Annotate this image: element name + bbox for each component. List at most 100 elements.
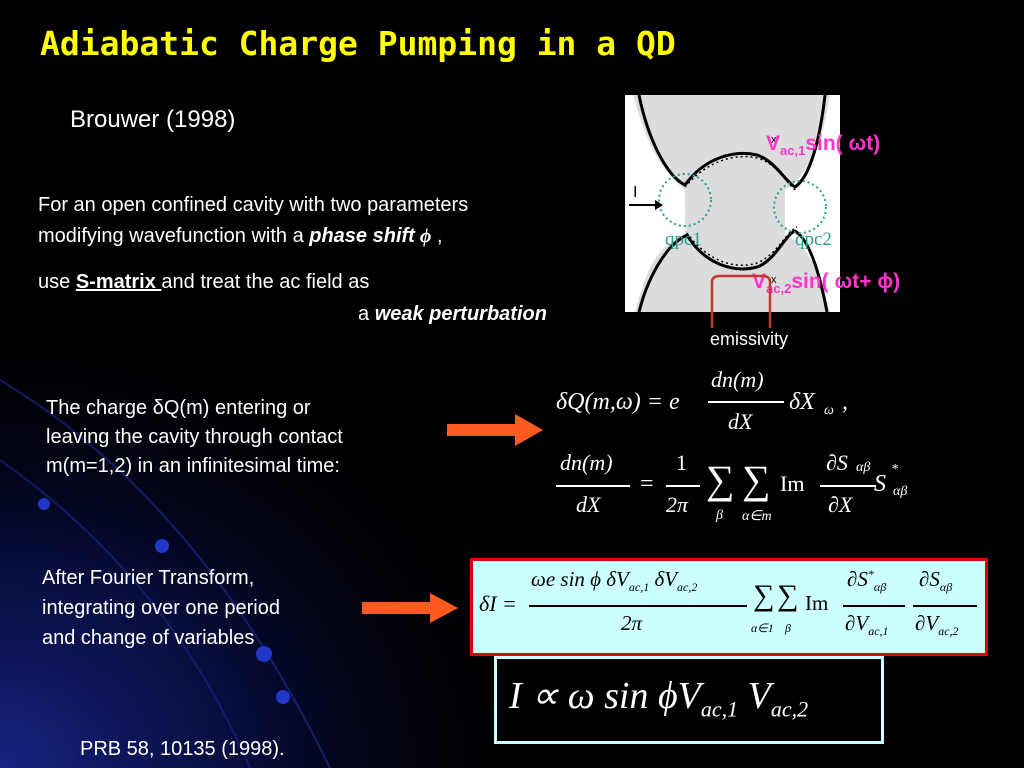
charge-text-line-2: leaving the cavity through contact bbox=[46, 426, 343, 448]
fourier-text-line-1: After Fourier Transform, bbox=[42, 567, 255, 589]
eq3-num-sub1: ac,1 bbox=[628, 580, 650, 595]
charge-text-line-3: m(m=1,2) in an infinitesimal time: bbox=[46, 455, 340, 477]
eq4-main: I ∝ ω sin ϕV bbox=[509, 675, 701, 717]
eq3-p1-num-text: ∂S bbox=[847, 567, 868, 591]
eq2-const-den: 2π bbox=[666, 492, 689, 517]
eq4-v2: V bbox=[738, 675, 771, 717]
eq3-num-sub2: ac,2 bbox=[677, 580, 698, 595]
phase-shift-text: phase shift bbox=[309, 225, 415, 247]
eq1-comma: , bbox=[842, 389, 848, 415]
eq2-denominator: dX bbox=[576, 492, 601, 517]
current-label: I bbox=[633, 184, 637, 201]
eq2-equals: = bbox=[640, 471, 654, 497]
fourier-text-line-3: and change of variables bbox=[42, 627, 255, 649]
reference: PRB 58, 10135 (1998). bbox=[80, 738, 285, 760]
intro-line-2-prefix: modifying wavefunction with a bbox=[38, 225, 310, 247]
deco-dot bbox=[38, 498, 50, 510]
emissivity-bracket bbox=[710, 274, 772, 328]
weak-perturbation-text: weak perturbation bbox=[374, 303, 547, 325]
eq1-delta-x: δX bbox=[789, 389, 815, 415]
intro-line-3-prefix: use bbox=[38, 271, 76, 293]
upper-wall bbox=[637, 95, 827, 189]
eq3-p1-den-text: ∂V bbox=[845, 611, 869, 635]
eq4-formula: I ∝ ω sin ϕVac,1 Vac,2 bbox=[509, 673, 808, 723]
arrow-to-equation-1 bbox=[447, 414, 543, 446]
qpc1-label: qpc1 bbox=[665, 229, 702, 250]
intro-line-3: use S-matrix and treat the ac field as bbox=[38, 267, 369, 298]
equation-1: δQ(m,ω) = e dn(m) dX δX ω , bbox=[556, 367, 856, 441]
eq2-partial-den: ∂X bbox=[828, 492, 853, 517]
equation-3-box: δI = ωe sin ϕ δVac,1 δVac,2 2π ∑ α∈1 ∑ β… bbox=[470, 558, 988, 656]
slide-title: Adiabatic Charge Pumping in a QD bbox=[40, 24, 676, 63]
eq4-sub2: ac,2 bbox=[770, 696, 809, 722]
eq3-lhs: δI = bbox=[479, 591, 517, 616]
fourier-text-line-2: integrating over one period bbox=[42, 597, 280, 619]
eq3-sum-1-sub: α∈1 bbox=[751, 621, 774, 635]
eq2-s: S bbox=[874, 471, 886, 497]
eq3-p2-num-text: ∂S bbox=[919, 567, 940, 591]
equation-4-box: I ∝ ω sin ϕVac,1 Vac,2 bbox=[494, 656, 884, 744]
gate1-x-mark: x bbox=[771, 134, 777, 146]
eq3-num-text: ωe sin ϕ δV bbox=[531, 567, 629, 591]
charge-text-line-1: The charge δQ(m) entering or bbox=[46, 397, 311, 419]
deco-dot bbox=[256, 646, 272, 662]
eq3-p1-numerator: ∂S*αβ bbox=[847, 567, 886, 595]
vac1-v: V bbox=[766, 132, 781, 155]
eq1-lhs: δQ(m,ω) = e bbox=[556, 389, 680, 415]
intro-line-3-suffix: and treat the ac field as bbox=[161, 271, 370, 293]
eq3-p2-denominator: ∂Vac,2 bbox=[915, 611, 959, 639]
phi-symbol: ϕ bbox=[419, 225, 432, 247]
blue-glow bbox=[0, 300, 560, 768]
eq2-s-sub: αβ bbox=[893, 484, 908, 499]
intro-line-4-prefix: a bbox=[358, 303, 375, 325]
eq1-numerator: dn(m) bbox=[711, 367, 764, 392]
vac1-sub: ac,1 bbox=[780, 143, 806, 159]
intro-line-4: a weak perturbation bbox=[358, 299, 547, 330]
eq2-sum-1-sub: β bbox=[716, 508, 723, 523]
arrow-to-equation-3 bbox=[362, 593, 458, 623]
eq2-partial-num-sub: αβ bbox=[856, 460, 871, 475]
eq3-sum-2: ∑ bbox=[777, 579, 799, 612]
eq3-p2-den-sub: ac,2 bbox=[938, 624, 959, 639]
eq3-p1-denominator: ∂Vac,1 bbox=[845, 611, 889, 639]
eq3-p2-numerator: ∂Sαβ bbox=[919, 567, 952, 595]
eq1-omega-sub: ω bbox=[824, 403, 834, 418]
intro-line-2: modifying wavefunction with a phase shif… bbox=[38, 221, 443, 252]
eq3-sum-1: ∑ bbox=[753, 579, 775, 612]
gate2-x-mark: x bbox=[771, 274, 777, 286]
eq1-denominator: dX bbox=[728, 409, 753, 434]
eq2-numerator: dn(m) bbox=[560, 450, 613, 475]
eq2-im: Im bbox=[780, 471, 805, 496]
qpc1-circle bbox=[658, 173, 712, 227]
deco-dot bbox=[155, 539, 169, 553]
eq2-sum-2: ∑ bbox=[742, 457, 771, 502]
eq3-p2-sub: αβ bbox=[939, 580, 953, 595]
vac1-tail: sin( ωt) bbox=[805, 132, 881, 155]
deco-dot bbox=[276, 690, 290, 704]
emissivity-label: emissivity bbox=[710, 329, 789, 349]
intro-line-2-suffix: , bbox=[431, 225, 443, 247]
eq3-p1-sup: * bbox=[867, 567, 874, 581]
eq2-sum-2-sub: α∈m bbox=[742, 509, 772, 524]
lower-wall bbox=[637, 229, 829, 312]
eq4-sub1: ac,1 bbox=[700, 696, 739, 722]
vac1-label: Vac,1sin( ωt) bbox=[766, 132, 880, 158]
eq3-im: Im bbox=[805, 591, 829, 615]
eq3-numerator: ωe sin ϕ δVac,1 δVac,2 bbox=[531, 567, 697, 595]
eq3-p1-sub: αβ bbox=[873, 580, 887, 595]
eq3-p1-den-sub: ac,1 bbox=[868, 624, 889, 639]
vac2-tail: sin( ωt+ ϕ) bbox=[791, 270, 901, 293]
qpc2-label: qpc2 bbox=[795, 229, 832, 250]
equation-2: dn(m) dX = 1 2π ∑ β ∑ α∈m Im ∂S αβ ∂X S … bbox=[556, 450, 936, 530]
eq2-s-sup: * bbox=[891, 462, 898, 477]
eq3-num-mid: δV bbox=[649, 567, 678, 591]
qpc2-circle bbox=[773, 180, 827, 234]
s-matrix-text: S-matrix bbox=[75, 271, 162, 293]
eq3-sum-2-sub: β bbox=[785, 621, 791, 635]
slide-subtitle: Brouwer (1998) bbox=[70, 106, 236, 133]
vac2-sub: ac,2 bbox=[766, 281, 792, 297]
eq3-p2-den-text: ∂V bbox=[915, 611, 939, 635]
eq2-sum-1: ∑ bbox=[706, 457, 735, 502]
intro-line-1: For an open confined cavity with two par… bbox=[38, 194, 469, 216]
